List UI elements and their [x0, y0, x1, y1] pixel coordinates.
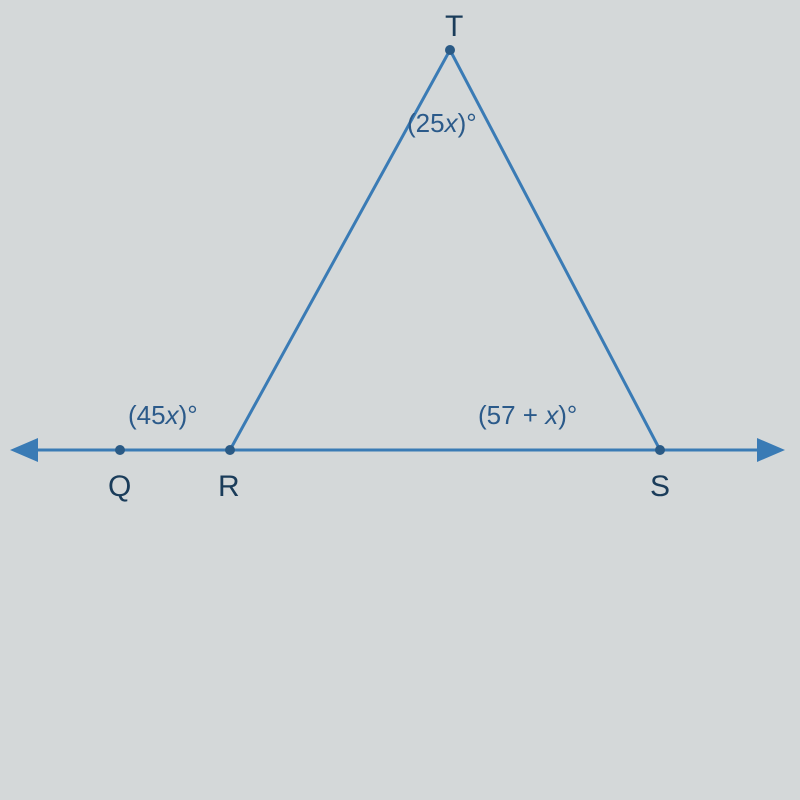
point-s	[655, 445, 665, 455]
arrow-left	[10, 438, 38, 462]
angle-label-t: (25x)°	[407, 108, 477, 139]
line-ts	[450, 50, 660, 450]
label-r: R	[218, 470, 240, 504]
point-q	[115, 445, 125, 455]
point-r	[225, 445, 235, 455]
label-t: T	[445, 10, 463, 44]
angle-label-s: (57 + x)°	[478, 400, 577, 431]
label-q: Q	[108, 470, 131, 504]
angle-label-qr: (45x)°	[128, 400, 198, 431]
diagram-container: T Q R S (25x)° (45x)° (57 + x)°	[0, 0, 800, 800]
label-s: S	[650, 470, 670, 504]
arrow-right	[757, 438, 785, 462]
geometry-svg	[0, 0, 800, 800]
point-t	[445, 45, 455, 55]
